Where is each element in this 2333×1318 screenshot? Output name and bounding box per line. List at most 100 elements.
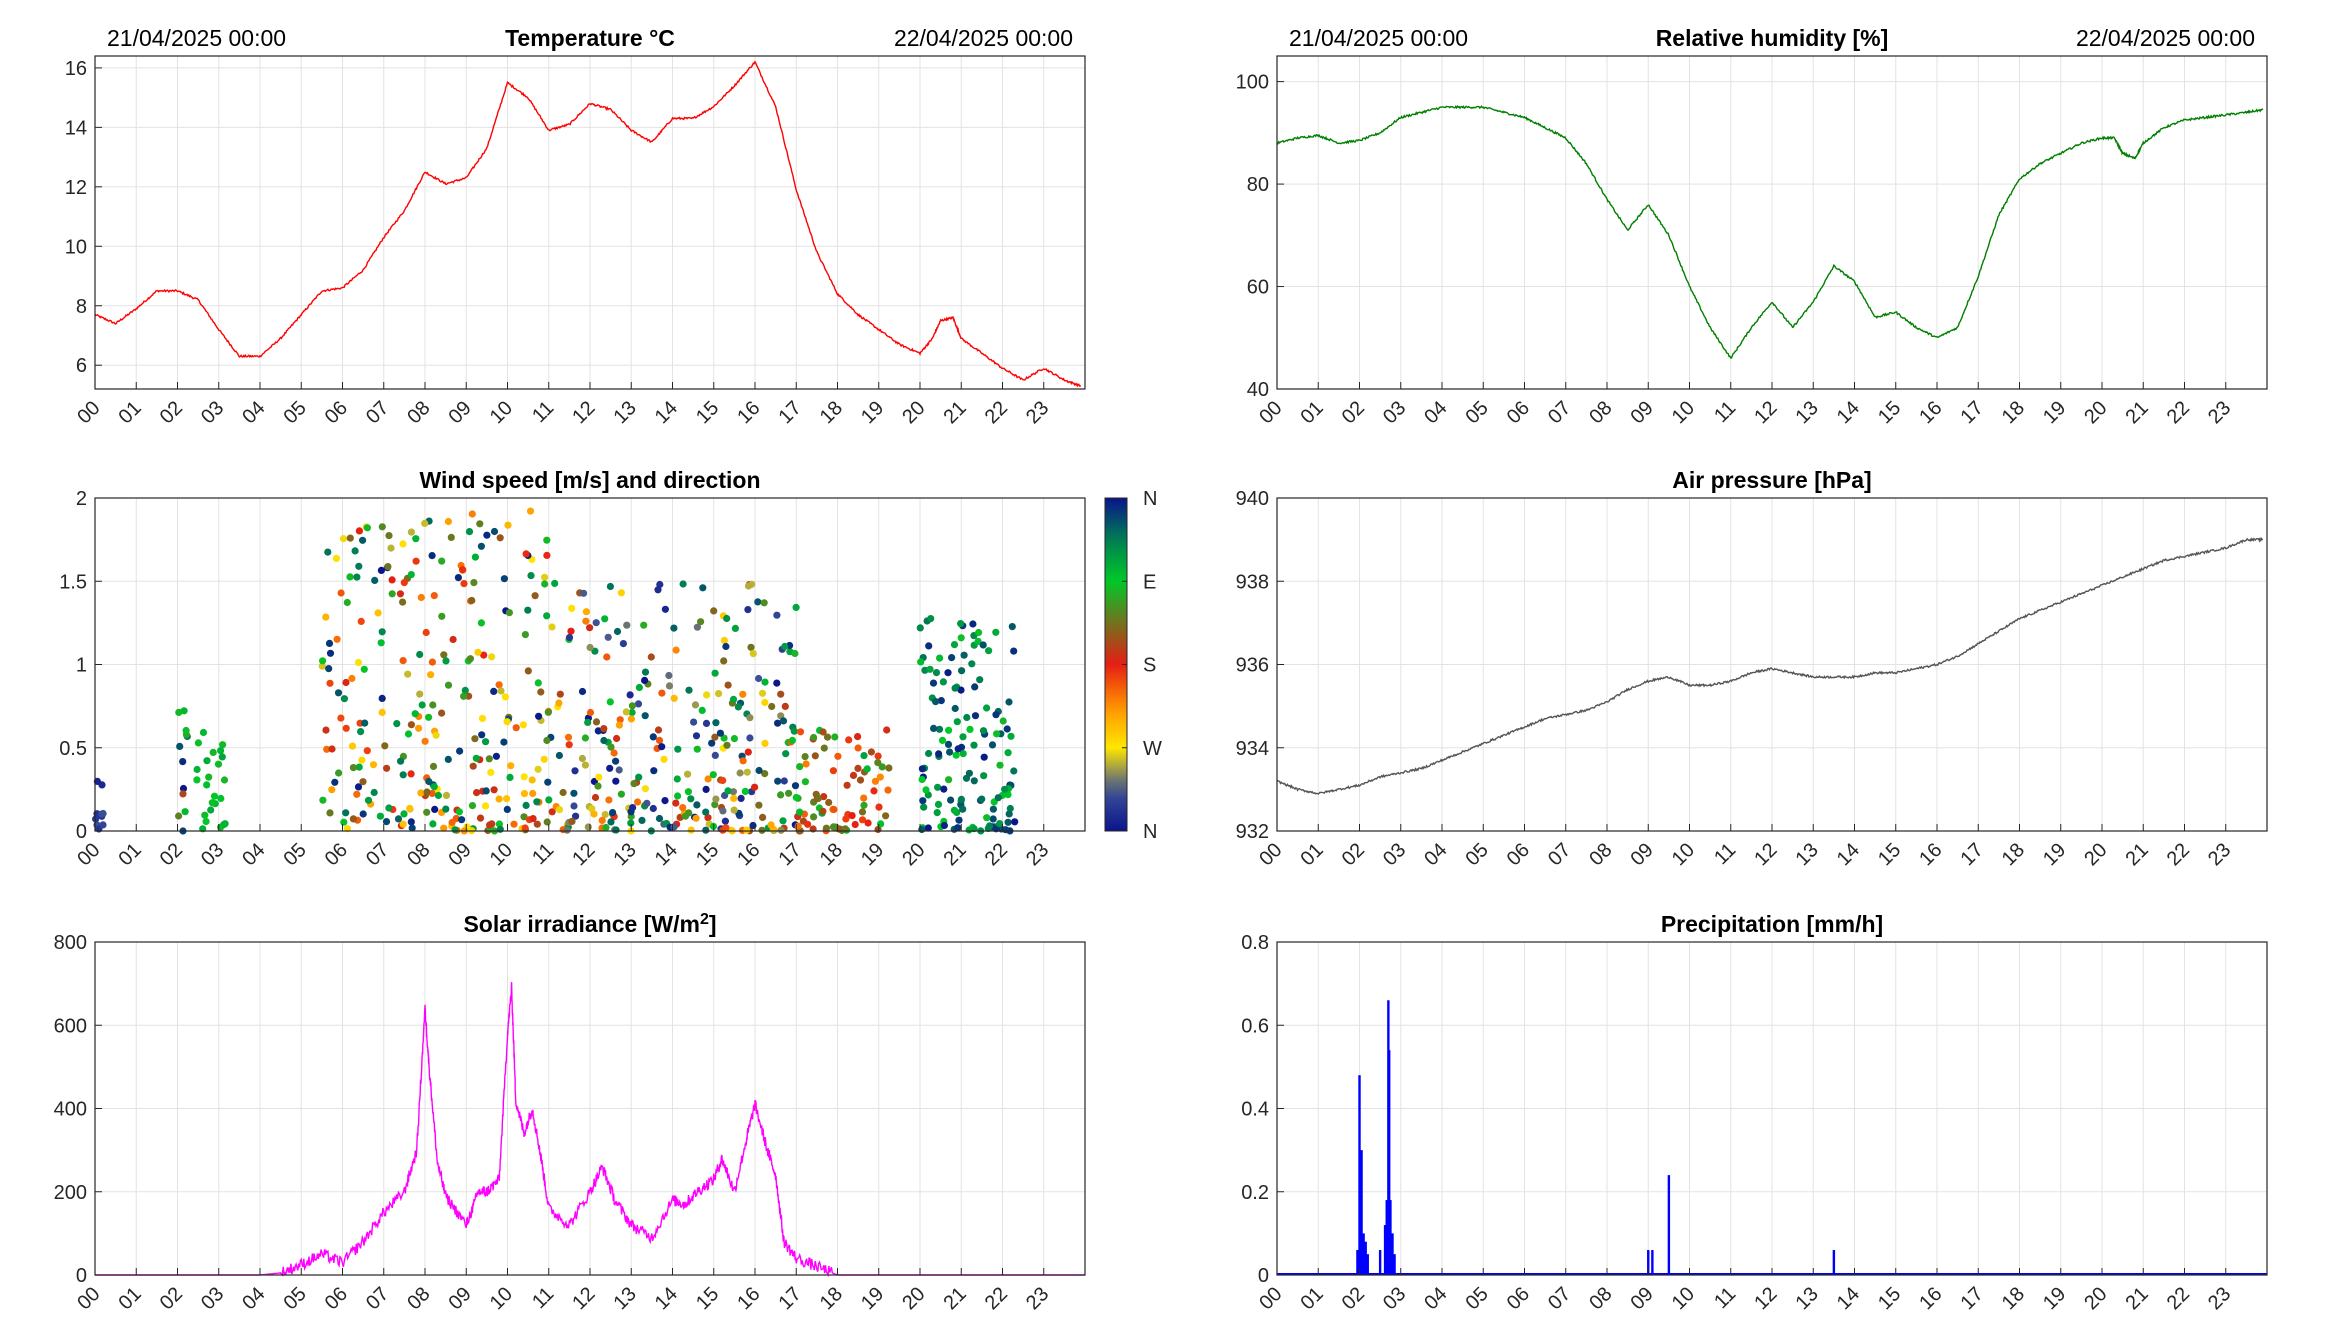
wind-point <box>595 773 603 781</box>
solar-ytick-label: 600 <box>54 1015 87 1037</box>
solar-xtick-label: 11 <box>528 1283 558 1313</box>
solar-ytick-label: 0 <box>76 1265 87 1287</box>
wind-point <box>325 665 333 673</box>
wind-point <box>544 778 552 786</box>
temperature-date-left: 21/04/2025 00:00 <box>107 25 286 51</box>
wind-point <box>342 678 350 687</box>
wind-point <box>916 624 924 632</box>
wind-point <box>692 732 701 740</box>
wind-point <box>429 701 437 709</box>
temperature-xtick-label: 16 <box>733 397 764 428</box>
wind-point <box>702 719 711 728</box>
wind-point <box>181 808 189 816</box>
wind-point <box>481 802 490 810</box>
wind-point <box>528 776 536 784</box>
wind-point <box>1006 804 1014 813</box>
temperature-xtick-label: 05 <box>279 397 310 428</box>
temperature-ytick-label: 12 <box>65 177 87 199</box>
wind-ytick-label: 0.5 <box>59 738 87 760</box>
wind-point <box>697 618 705 626</box>
wind-point <box>796 808 804 816</box>
pressure-xtick-label: 18 <box>1998 839 2029 870</box>
wind-point <box>1003 725 1011 733</box>
wind-point <box>455 808 463 816</box>
wind-xtick-label: 05 <box>279 839 310 870</box>
wind-point <box>564 733 573 741</box>
wind-point <box>474 648 482 656</box>
wind-point <box>685 686 693 694</box>
wind-point <box>559 788 567 797</box>
wind-point <box>690 718 698 726</box>
wind-point <box>521 631 530 639</box>
wind-point <box>933 809 941 817</box>
temperature-xtick-label: 03 <box>197 397 228 428</box>
wind-point <box>829 823 838 831</box>
wind-point <box>563 826 571 834</box>
wind-point <box>363 524 371 532</box>
wind-point <box>360 665 368 673</box>
temperature-xtick-label: 09 <box>444 397 475 428</box>
humidity-chart: 40 60 80 100 00 01 02 03 04 05 06 07 08 09 10 11 12 13 14 1… <box>1236 25 2268 428</box>
wind-point <box>340 695 348 703</box>
wind-point <box>440 651 448 659</box>
humidity-ytick-label: 100 <box>1236 72 1269 94</box>
precipitation-xtick-label: 21 <box>2121 1283 2152 1313</box>
wind-point <box>951 684 959 692</box>
wind-point <box>720 657 728 665</box>
wind-point <box>357 617 365 626</box>
wind-point <box>534 679 542 687</box>
wind-point <box>925 642 933 650</box>
pressure-xtick-label: 20 <box>2080 839 2111 870</box>
wind-point <box>407 818 415 826</box>
temperature-series-line <box>94 60 1081 388</box>
wind-point <box>654 726 663 734</box>
wind-point <box>581 734 590 742</box>
wind-point <box>959 750 967 758</box>
wind-point <box>966 725 974 734</box>
wind-point <box>963 713 971 722</box>
precipitation-xtick-label: 05 <box>1461 1283 1492 1313</box>
humidity-xtick-label: 11 <box>1710 397 1740 427</box>
humidity-xtick-label: 16 <box>1915 397 1946 428</box>
wind-point <box>382 818 391 826</box>
wind-point <box>325 639 334 648</box>
wind-point <box>359 810 367 818</box>
humidity-xtick-label: 21 <box>2121 397 2152 428</box>
wind-point <box>363 747 371 755</box>
wind-point <box>940 821 949 830</box>
wind-point <box>543 551 551 560</box>
wind-point <box>422 628 430 637</box>
wind-xtick-label: 20 <box>898 839 929 870</box>
wind-point <box>755 801 763 809</box>
precipitation-xtick-label: 15 <box>1874 1283 1905 1313</box>
precipitation-xtick-label: 17 <box>1956 1283 1987 1313</box>
solar-xtick-label: 18 <box>816 1283 847 1313</box>
precipitation-bar <box>1378 1250 1382 1275</box>
solar-xtick-label: 13 <box>609 1283 640 1313</box>
wind-point <box>355 527 363 535</box>
wind-point <box>944 740 953 749</box>
wind-point <box>428 658 436 666</box>
wind-point <box>179 758 187 766</box>
wind-point <box>743 826 751 834</box>
wind-point <box>572 812 580 820</box>
wind-point <box>796 763 804 771</box>
colorbar-label: E <box>1143 571 1156 593</box>
pressure-title: Air pressure [hPa] <box>1672 467 1871 493</box>
wind-point <box>867 748 876 756</box>
precipitation-xtick-label: 04 <box>1420 1283 1451 1313</box>
wind-point <box>326 649 335 657</box>
wind-point <box>543 818 551 826</box>
wind-xtick-label: 09 <box>444 839 475 870</box>
wind-point <box>417 593 425 602</box>
wind-point <box>176 742 184 751</box>
wind-point <box>716 729 725 737</box>
wind-point <box>945 726 953 734</box>
wind-point <box>984 824 992 833</box>
wind-point <box>465 692 473 700</box>
temperature-xtick-label: 23 <box>1022 397 1053 428</box>
wind-point <box>744 582 753 590</box>
precipitation-xtick-label: 10 <box>1668 1283 1699 1313</box>
wind-point <box>994 794 1002 802</box>
wind-point <box>773 679 781 687</box>
